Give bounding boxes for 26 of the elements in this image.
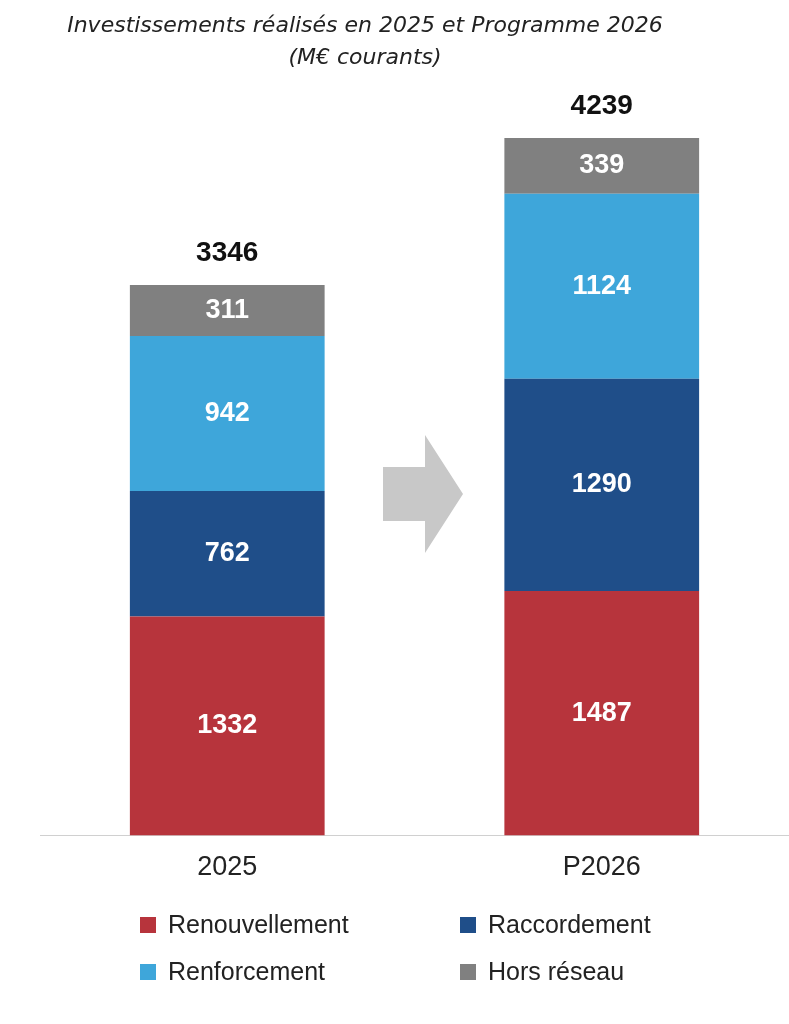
bar: [129, 491, 325, 617]
data-label: 311: [205, 293, 250, 324]
total-label: 3346: [196, 235, 259, 267]
bar: [504, 590, 700, 836]
data-label: 1332: [197, 709, 258, 740]
legend-label: Renouvellement: [168, 910, 349, 939]
legend-label: Renforcement: [168, 957, 326, 986]
data-label: 339: [579, 149, 625, 180]
total-label: 4239: [570, 88, 633, 120]
data-label: 942: [204, 397, 250, 428]
bar: [504, 193, 700, 379]
bar: [129, 336, 325, 492]
data-label: 762: [204, 537, 250, 568]
bar: [129, 616, 325, 836]
legend-label: Raccordement: [488, 910, 651, 939]
chart-subtitle: (M€ courants): [287, 44, 443, 69]
legend-label: Hors réseau: [488, 957, 625, 986]
data-label: 1487: [571, 696, 632, 727]
bar: [504, 138, 700, 194]
bar: [504, 378, 700, 591]
data-label: 1290: [571, 468, 632, 499]
x-tick-label: 2025: [197, 851, 258, 882]
data-label: 1124: [572, 269, 632, 300]
chart-title: Investissements réalisés en 2025 et Programme 2026: [66, 12, 664, 37]
bar: [129, 284, 325, 337]
x-tick-label: P2026: [562, 851, 641, 882]
